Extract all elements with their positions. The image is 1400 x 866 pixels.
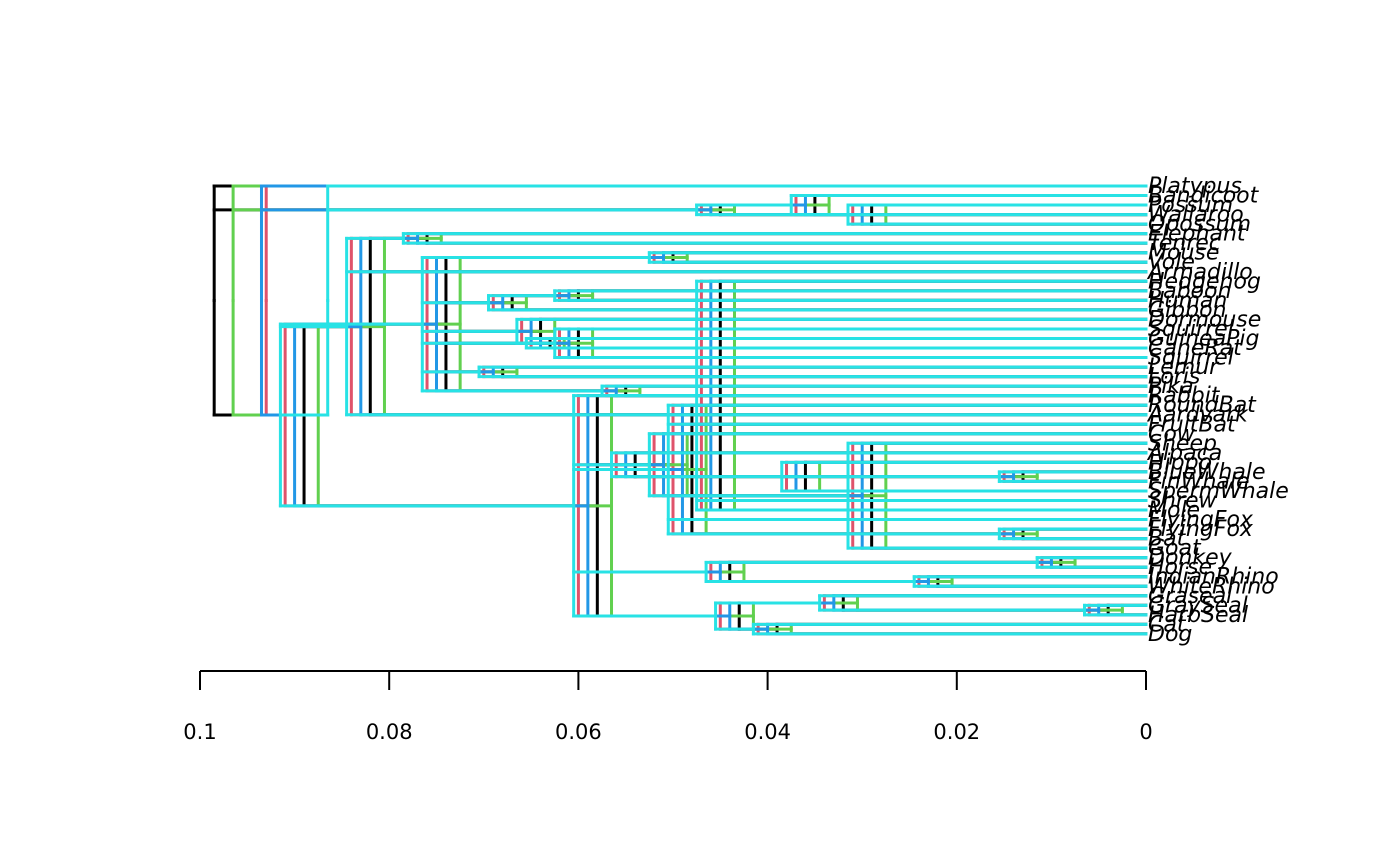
tip-label: Human — [1148, 288, 1227, 313]
tip-label: Possum — [1148, 193, 1233, 218]
overlaid-trees — [212, 184, 1148, 636]
tip-label: Cat — [1148, 612, 1187, 637]
tip-label: Alpaca — [1146, 441, 1222, 466]
tip-label: FinWhale — [1148, 469, 1250, 494]
tip-label: Aardvark — [1146, 403, 1249, 428]
tip-label: CaneRat — [1148, 336, 1243, 361]
tip-label: Gibbon — [1148, 298, 1227, 323]
tip-label: RoundBat — [1148, 393, 1257, 418]
tip-label: Tenrec — [1148, 231, 1221, 256]
tip-label: Shrew — [1148, 488, 1217, 513]
tip-labels: PlatypusBandicootPossumWallarooOpossumEl… — [1146, 174, 1289, 647]
tip-label: HarbSeal — [1148, 603, 1248, 628]
axis-tick-label: 0.04 — [744, 720, 791, 744]
axis-tick-label: 0.1 — [183, 720, 216, 744]
tip-label: SpermWhale — [1148, 479, 1289, 504]
tip-label: WhiteRhino — [1148, 574, 1275, 599]
tip-label: Goat — [1148, 536, 1202, 561]
tip-label: Platypus — [1148, 174, 1242, 199]
tip-label: Wallaroo — [1148, 203, 1244, 228]
axis-tick-label: 0.02 — [933, 720, 980, 744]
tip-label: Hedgehog — [1148, 269, 1261, 294]
tip-label: Loris — [1148, 365, 1200, 390]
tip-label: Dormouse — [1148, 307, 1261, 332]
axis-tick-label: 0 — [1139, 720, 1152, 744]
tip-label: Bandicoot — [1148, 184, 1260, 209]
tip-label: Dog — [1148, 622, 1192, 647]
tip-label: Sheep — [1148, 431, 1217, 456]
tip-label: FlyingFox — [1148, 517, 1254, 542]
tip-label: Horse — [1148, 555, 1212, 580]
tip-label: Opossum — [1148, 212, 1251, 237]
tip-label: Pika — [1148, 374, 1194, 399]
tip-label: Rabbit — [1148, 384, 1221, 409]
tip-label: GuineaPig — [1148, 326, 1259, 351]
tip-label: Armadillo — [1146, 260, 1253, 285]
axis-ticks: 0.1 0.08 0.06 0.04 0.02 0 — [183, 671, 1153, 744]
tip-label: IndianRhino — [1148, 565, 1279, 590]
tip-label: GraySeal — [1148, 593, 1248, 618]
tip-label: FlyingFox — [1148, 508, 1254, 533]
tree-5 — [278, 184, 1148, 636]
tip-label: Donkey — [1148, 546, 1233, 571]
tip-label: Bat — [1148, 527, 1187, 552]
tip-label: Squirrel — [1148, 317, 1234, 342]
axis-tick-label: 0.08 — [366, 720, 413, 744]
axis-tick-label: 0.06 — [555, 720, 602, 744]
tip-label: Graseal — [1148, 584, 1232, 609]
tip-label: FruitBat — [1148, 412, 1237, 437]
tip-label: Cow — [1148, 422, 1196, 447]
tip-label: Mouse — [1148, 241, 1219, 266]
tip-label: BlueWhale — [1148, 460, 1266, 485]
x-axis: 0.1 0.08 0.06 0.04 0.02 0 — [183, 670, 1153, 744]
tip-label: Hippo — [1148, 450, 1212, 475]
tip-label: Squirrel — [1148, 346, 1234, 371]
tip-label: Elephant — [1148, 222, 1247, 247]
tip-label: Baboon — [1148, 279, 1231, 304]
tip-label: Lemur — [1148, 355, 1220, 380]
tip-label: Vole — [1148, 250, 1195, 275]
tip-label: Mole — [1148, 498, 1200, 523]
